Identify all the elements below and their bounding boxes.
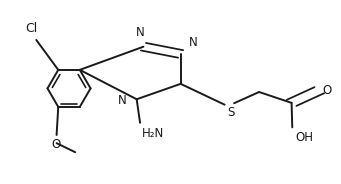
Text: N: N bbox=[118, 94, 127, 107]
Text: O: O bbox=[51, 138, 60, 151]
Text: H₂N: H₂N bbox=[142, 127, 164, 140]
Text: N: N bbox=[136, 26, 145, 39]
Text: S: S bbox=[227, 107, 235, 119]
Text: Cl: Cl bbox=[25, 22, 37, 36]
Text: O: O bbox=[323, 84, 332, 97]
Text: OH: OH bbox=[296, 131, 314, 144]
Text: N: N bbox=[189, 36, 198, 49]
